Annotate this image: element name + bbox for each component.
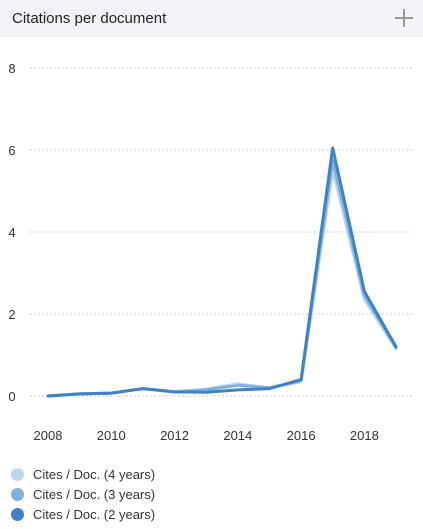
x-axis-ticks: 2008 2010 2012 2014 2016 2018 (34, 428, 379, 443)
x-tick-label: 2008 (34, 428, 63, 443)
x-tick-label: 2016 (287, 428, 316, 443)
line-chart: 0 2 4 6 8 2008 2010 2012 2014 2016 2018 (8, 61, 413, 443)
grid-lines (30, 67, 413, 397)
legend-item[interactable]: Cites / Doc. (2 years) (11, 504, 155, 524)
y-tick-label: 6 (8, 143, 15, 158)
legend: Cites / Doc. (4 years) Cites / Doc. (3 ye… (11, 464, 155, 524)
x-tick-label: 2018 (350, 428, 379, 443)
series-line-3[interactable] (46, 146, 398, 398)
legend-item[interactable]: Cites / Doc. (3 years) (11, 484, 155, 504)
legend-label: Cites / Doc. (3 years) (33, 486, 156, 502)
legend-label: Cites / Doc. (4 years) (33, 466, 156, 482)
x-tick-label: 2012 (160, 428, 189, 443)
y-tick-label: 2 (8, 307, 15, 322)
x-tick-label: 2010 (97, 428, 126, 443)
legend-dot-icon (11, 487, 24, 501)
widget-header: Citations per document (0, 0, 423, 37)
series-lines (46, 146, 398, 398)
legend-label: Cites / Doc. (2 years) (33, 506, 156, 522)
y-tick-label: 8 (8, 61, 15, 76)
y-axis-ticks: 0 2 4 6 8 (8, 61, 15, 404)
legend-dot-icon (11, 507, 24, 521)
legend-item[interactable]: Cites / Doc. (4 years) (11, 464, 155, 484)
widget-title: Citations per document (12, 10, 167, 27)
y-tick-label: 4 (8, 225, 15, 240)
x-tick-label: 2014 (223, 428, 252, 443)
plus-icon[interactable] (395, 9, 413, 27)
legend-dot-icon (11, 467, 24, 481)
y-tick-label: 0 (8, 389, 15, 404)
